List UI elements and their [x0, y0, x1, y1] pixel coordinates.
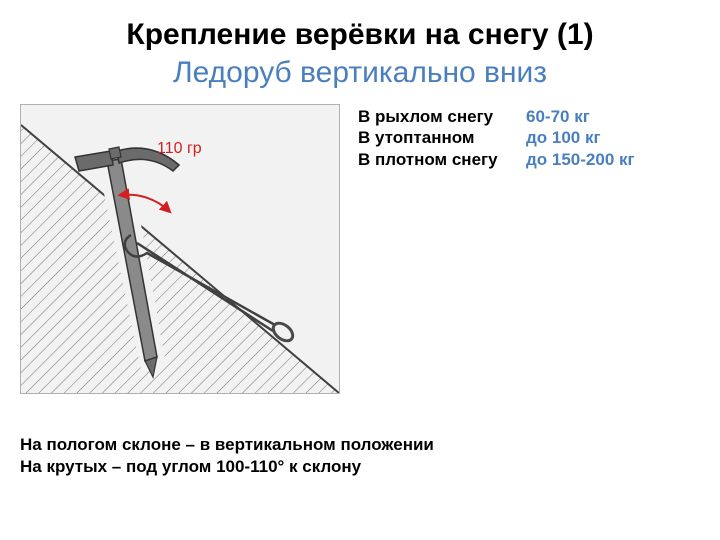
load-label: В плотном снегу [358, 149, 526, 170]
load-value: до 150-200 кг [526, 149, 635, 170]
load-label: В рыхлом снегу [358, 106, 526, 127]
footer-line: На пологом склоне – в вертикальном полож… [20, 434, 434, 456]
load-capacity-table: В рыхлом снегу 60-70 кг В утоптанном до … [358, 106, 635, 170]
angle-label: 110 гр [157, 140, 202, 157]
slide-title-line2: Ледоруб вертикально вниз [0, 56, 720, 90]
footer-note: На пологом склоне – в вертикальном полож… [20, 434, 434, 478]
table-row: В плотном снегу до 150-200 кг [358, 149, 635, 170]
load-value: 60-70 кг [526, 106, 590, 127]
load-value: до 100 кг [526, 127, 601, 148]
table-row: В утоптанном до 100 кг [358, 127, 635, 148]
slide-title-line1: Крепление верёвки на снегу (1) [0, 18, 720, 52]
load-label: В утоптанном [358, 127, 526, 148]
footer-line: На крутых – под углом 100-110° к склону [20, 456, 434, 478]
ice-axe-diagram: 110 гр [20, 104, 340, 394]
ice-axe-diagram-svg: 110 гр [21, 105, 339, 393]
table-row: В рыхлом снегу 60-70 кг [358, 106, 635, 127]
